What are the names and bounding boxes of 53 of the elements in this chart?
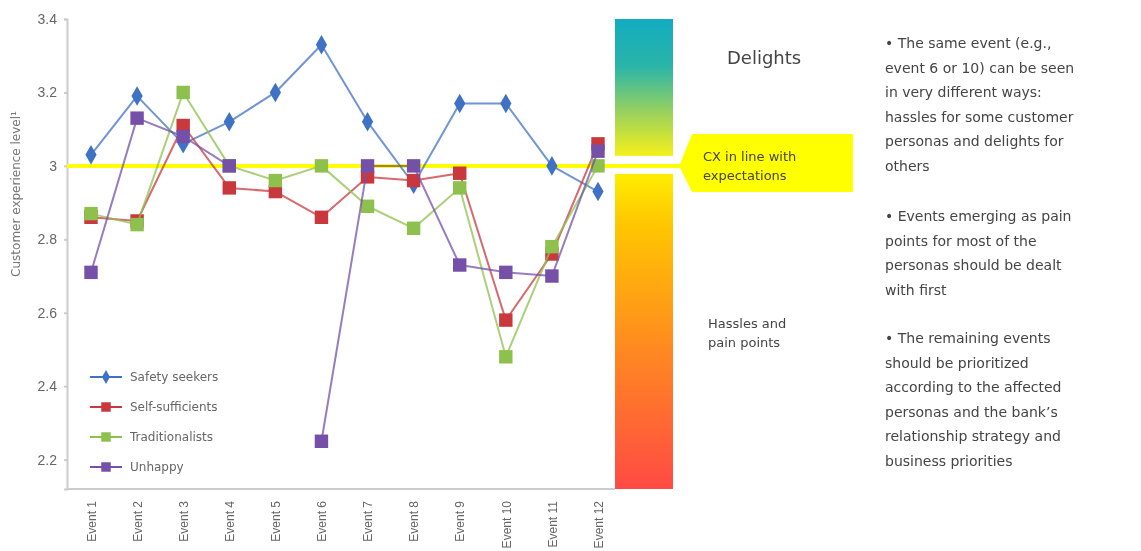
x-tick-label: Event 9 (453, 500, 468, 542)
y-tick-label: 2.8 (37, 231, 58, 248)
text: Delights (727, 47, 802, 68)
text: Hassles and pain points (708, 316, 787, 350)
point (499, 313, 513, 327)
y-tick-label: 2.4 (37, 378, 58, 395)
point (314, 210, 329, 224)
y-axis-title: Customer experience level¹ (9, 110, 23, 277)
y-tick-label: 3 (49, 157, 58, 174)
point (591, 144, 605, 158)
y-tick-label: 2.6 (37, 304, 58, 321)
point (84, 206, 98, 221)
point (545, 269, 559, 283)
ref-line-label: CX in line with expectations (703, 148, 797, 183)
point (222, 181, 236, 195)
legend-label: Traditionalists (129, 430, 214, 445)
point (453, 166, 467, 180)
y-tick-label: 3.4 (37, 10, 58, 27)
x-tick-label: Event 2 (130, 500, 145, 542)
x-tick-label: Event 12 (591, 500, 606, 549)
point (130, 217, 144, 232)
x-tick-label: Event 6 (315, 500, 330, 542)
point (130, 111, 144, 125)
x-tick-label: Event 7 (361, 500, 376, 542)
point (314, 434, 329, 448)
x-tick-label: Event 10 (499, 500, 514, 549)
y-tick-label: 3.2 (37, 84, 58, 101)
point (499, 350, 513, 364)
x-tick-label: Event 1 (84, 500, 99, 542)
legend-label: Safety seekers (130, 370, 219, 385)
point (499, 265, 513, 280)
text: • Events emerging as pain points for most of the personas should be dealt with first (885, 208, 1072, 298)
point (84, 265, 98, 280)
point (176, 85, 190, 100)
point (545, 239, 559, 254)
x-tick-label: Event 11 (545, 500, 560, 548)
point (406, 159, 421, 173)
point (453, 258, 467, 272)
text: • The remaining events should be prioritized according to the affected personas and the bank’s relationship strategy and business priorities (885, 330, 1062, 469)
point (406, 221, 421, 235)
x-tick-label: Event 3 (176, 500, 191, 542)
x-tick-label: Event 5 (269, 500, 284, 542)
x-tick-label: Event 8 (407, 500, 422, 542)
point (360, 159, 375, 173)
point (453, 181, 467, 195)
y-tick-label: 2.2 (37, 451, 58, 468)
text: • The same event (e.g., event 6 or 10) can be seen in very different ways: hassles for some customer personas and delights for others (885, 35, 1075, 174)
legend-label: Self-sufficients (130, 400, 218, 415)
point (176, 129, 190, 144)
legend-label: Unhappy (130, 460, 184, 475)
point (314, 159, 329, 173)
x-tick-label: Event 4 (222, 500, 237, 542)
point (268, 173, 283, 188)
